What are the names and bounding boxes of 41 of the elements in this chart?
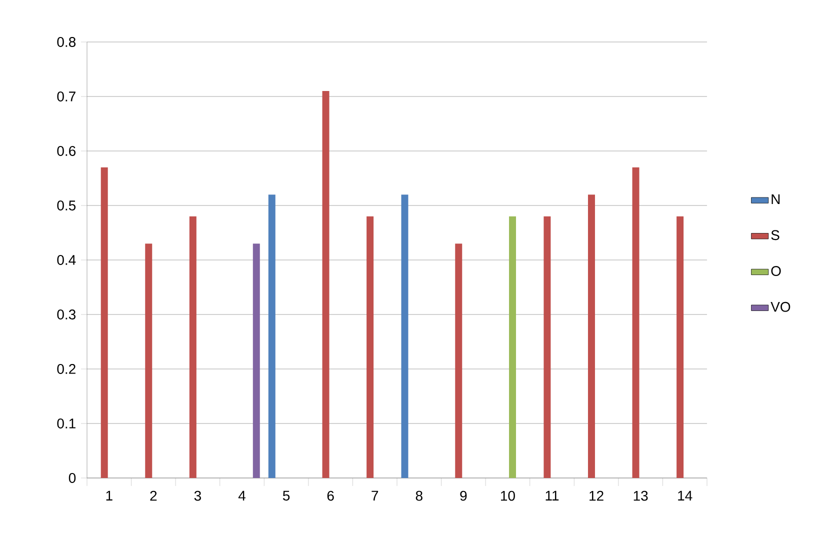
x-tick-label: 11 — [546, 490, 559, 500]
y-tick-label: 0.3 — [57, 310, 76, 320]
bar — [252, 244, 260, 478]
bar — [145, 244, 152, 478]
y-tick-label: 0 — [68, 473, 76, 483]
x-tick-label: 7 — [372, 490, 378, 500]
y-tick-label: 0.6 — [57, 146, 76, 156]
bar — [544, 216, 551, 478]
x-tick-label: 4 — [238, 490, 246, 500]
legend-label: VO — [770, 302, 790, 312]
x-tick-label: 9 — [460, 490, 467, 501]
bar — [268, 194, 276, 478]
x-tick-label: 3 — [194, 490, 201, 501]
y-tick-label: 0.4 — [57, 255, 76, 265]
x-tick-label: 5 — [282, 490, 290, 501]
y-tick-label: 0.8 — [57, 37, 76, 47]
x-tick-label: 1 — [106, 490, 112, 500]
x-tick-label: 6 — [327, 490, 334, 501]
x-tick-label: 8 — [416, 490, 422, 501]
bar — [455, 244, 462, 478]
x-tick-label: 13 — [634, 490, 648, 501]
x-tick-label: 12 — [590, 490, 604, 501]
x-tick-label: 10 — [500, 490, 515, 501]
legend-label: N — [772, 194, 780, 204]
bar — [189, 216, 196, 478]
bar — [366, 216, 374, 478]
y-tick-label: 0.1 — [57, 418, 76, 428]
bar — [509, 216, 516, 478]
bar — [322, 91, 330, 478]
bar — [401, 194, 408, 478]
bar — [588, 194, 595, 478]
y-tick-label: 0.7 — [57, 92, 76, 102]
bar — [632, 167, 640, 478]
bar — [676, 216, 684, 478]
y-tick-label: 0.2 — [57, 364, 76, 374]
x-tick-label: 2 — [150, 490, 157, 501]
legend-label: S — [771, 230, 780, 240]
legend-label: O — [771, 266, 781, 276]
bar — [100, 167, 108, 478]
x-tick-label: 14 — [678, 490, 692, 500]
y-tick-label: 0.5 — [57, 200, 76, 210]
